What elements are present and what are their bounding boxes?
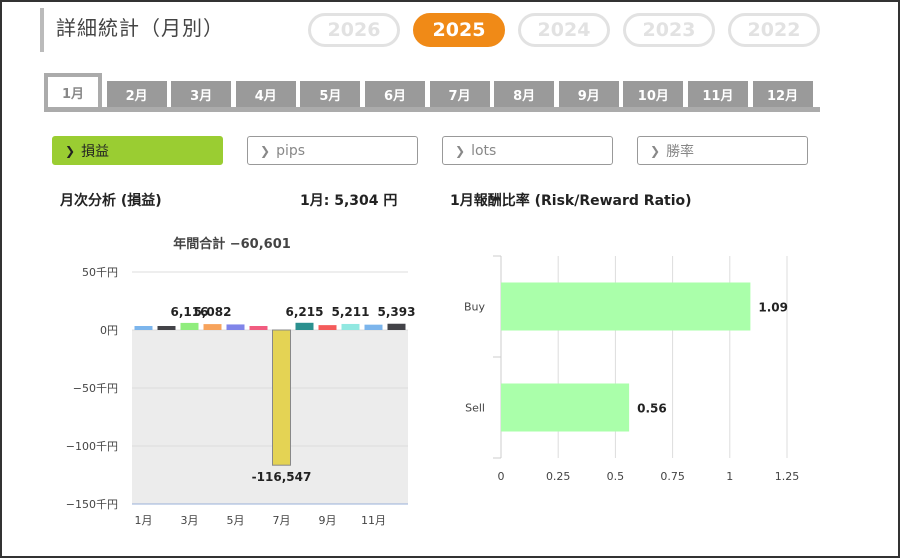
- y-category-label: Sell: [465, 402, 485, 415]
- tab-month-7[interactable]: 7月: [429, 81, 490, 107]
- bar-data-label: 6,116: [171, 305, 209, 319]
- bar-6月[interactable]: [249, 326, 268, 330]
- tab-month-10[interactable]: 10月: [623, 81, 684, 107]
- month-tabs: 1月 2月 3月 4月 5月 6月 7月 8月 9月 10月 11月 12月: [44, 73, 820, 112]
- bar-5月[interactable]: [226, 324, 245, 330]
- x-tick-label: 9月: [319, 514, 337, 527]
- x-tick-label: 3月: [181, 514, 199, 527]
- y-tick-label: 0円: [100, 324, 118, 337]
- x-tick-label: 1月: [135, 514, 153, 527]
- x-tick-label: 0.5: [607, 470, 625, 483]
- bar-9月[interactable]: [318, 325, 337, 330]
- monthly-analysis-heading: 月次分析 (損益): [60, 193, 162, 209]
- chevron-right-icon: ❯: [455, 143, 466, 158]
- y-tick-label: −50千円: [73, 382, 118, 395]
- bar-data-label: 6,215: [286, 305, 324, 319]
- filter-label: 勝率: [666, 143, 695, 160]
- bar-sell[interactable]: [501, 383, 630, 432]
- filter-label: 損益: [81, 143, 110, 160]
- bar-1月[interactable]: [134, 326, 153, 330]
- tab-month-11[interactable]: 11月: [687, 81, 748, 107]
- bar-data-label: 0.56: [637, 402, 667, 416]
- tab-month-2[interactable]: 2月: [106, 81, 167, 107]
- month-summary: 1月: 5,304 円: [300, 193, 398, 209]
- tab-month-4[interactable]: 4月: [235, 81, 296, 107]
- bar-11月[interactable]: [364, 324, 383, 330]
- filter-label: pips: [276, 142, 306, 159]
- year-button-2022[interactable]: 2022: [728, 13, 820, 47]
- filter-button-1[interactable]: ❯ pips: [247, 136, 418, 165]
- risk-reward-chart: 0 0.25 0.5 0.75 1 1.25 Buy 1.09 Sell 0.56: [464, 255, 800, 483]
- filter-button-0[interactable]: ❯ 損益: [52, 136, 223, 165]
- x-tick-label: 0.25: [546, 470, 571, 483]
- bar-8月[interactable]: [295, 322, 314, 330]
- x-tick-label: 1.25: [775, 470, 800, 483]
- plot-band: [132, 388, 408, 446]
- year-button-2026[interactable]: 2026: [308, 13, 400, 47]
- bar-data-label: 5,393: [378, 305, 416, 319]
- chart-title: 年間合計 −60,601: [173, 236, 291, 252]
- ratio-heading: 1月報酬比率 (Risk/Reward Ratio): [450, 193, 692, 209]
- chevron-right-icon: ❯: [260, 143, 271, 158]
- year-selector: 2026 2025 2024 2023 2022: [308, 13, 833, 47]
- tab-month-5[interactable]: 5月: [300, 81, 361, 107]
- x-tick-label: 5月: [227, 514, 245, 527]
- bar-2月[interactable]: [157, 326, 176, 330]
- bar-data-label: 1.09: [758, 301, 788, 315]
- bar-4月[interactable]: [203, 324, 222, 330]
- tab-month-1[interactable]: 1月: [44, 73, 102, 107]
- plot-band: [132, 330, 408, 388]
- bar-data-label: -116,547: [252, 470, 312, 484]
- plot-band: [132, 446, 408, 504]
- year-button-2025[interactable]: 2025: [413, 13, 505, 47]
- x-tick-label: 7月: [273, 514, 291, 527]
- bar-10月[interactable]: [341, 323, 360, 330]
- bar-3月[interactable]: [180, 322, 199, 330]
- x-tick-label: 1: [726, 470, 733, 483]
- bar-12月[interactable]: [387, 323, 406, 330]
- tab-month-3[interactable]: 3月: [171, 81, 232, 107]
- year-button-2024[interactable]: 2024: [518, 13, 610, 47]
- filter-button-3[interactable]: ❯ 勝率: [637, 136, 808, 165]
- tab-month-9[interactable]: 9月: [558, 81, 619, 107]
- y-tick-label: −100千円: [66, 440, 118, 453]
- page-title: 詳細統計（月別）: [56, 16, 224, 40]
- bar-buy[interactable]: [501, 282, 751, 331]
- tab-month-12[interactable]: 12月: [752, 81, 813, 107]
- y-tick-label: −150千円: [66, 498, 118, 511]
- metric-filters: ❯ 損益 ❯ pips ❯ lots ❯ 勝率: [52, 136, 832, 165]
- tab-month-6[interactable]: 6月: [364, 81, 425, 107]
- x-tick-label: 11月: [361, 514, 386, 527]
- x-tick-label: 0: [498, 470, 505, 483]
- chevron-right-icon: ❯: [650, 143, 661, 158]
- chevron-right-icon: ❯: [65, 143, 76, 158]
- tab-month-8[interactable]: 8月: [494, 81, 555, 107]
- bar-data-label: 5,082: [194, 305, 232, 319]
- monthly-pl-chart: 50千円 0円 −50千円 −100千円 −150千円 年間合計 −60,601 1月 6,1…: [66, 236, 416, 527]
- filter-label: lots: [471, 142, 497, 159]
- bar-data-label: 5,211: [332, 305, 370, 319]
- y-category-label: Buy: [464, 301, 486, 314]
- year-button-2023[interactable]: 2023: [623, 13, 715, 47]
- bar-7月[interactable]: [272, 329, 291, 466]
- y-tick-label: 50千円: [82, 266, 118, 279]
- x-tick-label: 0.75: [660, 470, 685, 483]
- page-title-block: 詳細統計（月別）: [40, 8, 224, 52]
- filter-button-2[interactable]: ❯ lots: [442, 136, 613, 165]
